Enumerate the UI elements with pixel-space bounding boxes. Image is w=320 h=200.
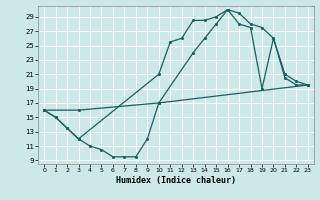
X-axis label: Humidex (Indice chaleur): Humidex (Indice chaleur) [116,176,236,185]
